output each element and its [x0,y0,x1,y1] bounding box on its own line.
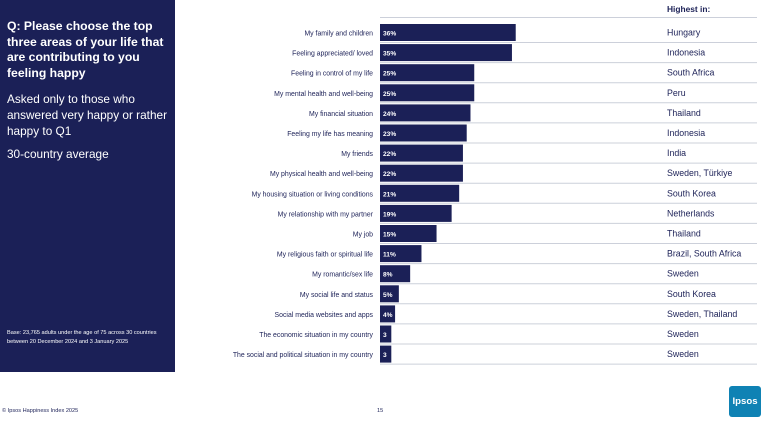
copyright: © Ipsos Happiness Index 2025 [2,408,79,414]
value-label: 36% [383,31,396,38]
bar [380,245,422,263]
value-label: 22% [383,171,396,178]
category-label: The social and political situation in my… [233,352,374,359]
bar [380,84,475,102]
category-label: My relationship with my partner [278,211,374,218]
bar [380,204,452,222]
bar [380,104,471,122]
value-label: 22% [383,151,396,158]
value-label: 21% [383,191,396,198]
value-label: 35% [383,51,396,58]
category-label: Social media websites and apps [275,312,374,319]
value-label: 4% [383,312,393,319]
bar [380,184,460,202]
value-label: 11% [383,252,396,259]
bar [380,225,437,242]
asked-note: Asked only to those who answered very ha… [7,92,167,138]
bar [380,305,396,323]
value-label: 3 [383,352,387,359]
value-label: 15% [383,232,396,239]
highest-in-country: Hungary [667,28,701,38]
bar [380,285,399,303]
category-label: My mental health and well-being [274,91,373,98]
value-label: 19% [383,211,396,218]
category-label: My family and children [304,31,373,38]
highest-in-country: Thailand [667,229,701,239]
category-label: My job [353,232,373,239]
bar [380,24,516,41]
highest-in-country: South Korea [667,289,716,299]
value-label: 8% [383,272,393,279]
bar [380,325,392,343]
highest-in-country: Sweden, Thailand [667,309,737,319]
category-label: Feeling appreciated/ loved [292,51,373,58]
base-note: Base: 23,765 adults under the age of 75 … [7,330,157,345]
bar [380,124,467,142]
highest-in-country: Brazil, South Africa [667,249,741,259]
highest-in-country: Indonesia [667,128,705,138]
category-label: My housing situation or living condition… [252,191,374,198]
header-divider [380,17,757,18]
value-label: 25% [383,71,396,78]
category-label: The economic situation in my country [259,332,373,339]
question-text: Q: Please choose the top three areas of … [7,19,164,80]
highest-in-country: Thailand [667,108,701,118]
highest-in-country: South Africa [667,68,715,78]
category-label: My financial situation [309,111,373,118]
value-label: 25% [383,91,396,98]
value-label: 23% [383,131,396,138]
category-label: Feeling in control of my life [291,71,373,78]
highest-in-country: Netherlands [667,208,715,218]
highest-in-country: Indonesia [667,48,705,58]
highest-in-country: Sweden [667,329,699,339]
page-number: 15 [377,408,384,414]
bar [380,345,392,363]
bar [380,265,411,283]
highest-in-country: India [667,148,686,158]
bar [380,144,463,162]
highest-in-country: Peru [667,88,686,98]
value-label: 5% [383,292,393,299]
ipsos-logo: Ipsos [729,386,761,417]
category-label: Feeling my life has meaning [287,131,373,138]
bar [380,164,463,182]
highest-in-country: Sweden, Türkiye [667,168,732,178]
category-label: My social life and status [300,292,374,299]
highest-in-country: Sweden [667,269,699,279]
bar [380,64,475,82]
value-label: 3 [383,332,387,339]
highest-in-country: Sweden [667,349,699,359]
question-panel: Q: Please choose the top three areas of … [0,0,175,372]
highest-in-country: South Korea [667,188,716,198]
highest-in-header: Highest in: [667,4,711,14]
country-average-label: 30-country average [7,147,109,161]
value-label: 24% [383,111,396,118]
category-label: My religious faith or spiritual life [277,252,373,259]
category-label: My romantic/sex life [312,272,373,279]
bar [380,44,512,62]
category-label: My friends [341,151,373,158]
category-label: My physical health and well-being [270,171,373,178]
